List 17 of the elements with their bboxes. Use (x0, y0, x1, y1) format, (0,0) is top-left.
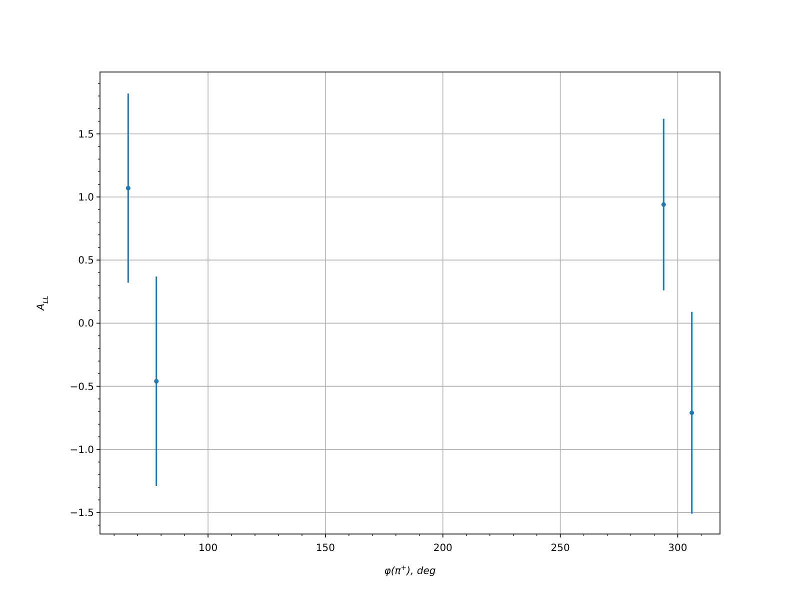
y-tick-label: −0.5 (70, 382, 94, 393)
x-axis-title: φ(π$^{+}$), deg (384, 564, 436, 577)
point (126, 186, 130, 190)
y-tick-label: −1.0 (70, 444, 94, 456)
point (661, 202, 666, 207)
point (690, 410, 694, 416)
y-tick-label: −1.5 (70, 508, 94, 520)
y-tick-label: 0.0 (78, 318, 94, 330)
y-tick-label: 0.5 (78, 256, 94, 267)
x-tick-label: 100 (198, 543, 218, 554)
x-tick-label: 200 (433, 543, 452, 554)
point (154, 379, 159, 384)
y-tick-label: 1.0 (78, 192, 94, 204)
x-tick-label: 150 (316, 543, 335, 554)
y-tick-label: 1.5 (78, 129, 94, 140)
x-tick-label: 300 (668, 543, 688, 554)
x-tick-label: 250 (550, 543, 570, 554)
